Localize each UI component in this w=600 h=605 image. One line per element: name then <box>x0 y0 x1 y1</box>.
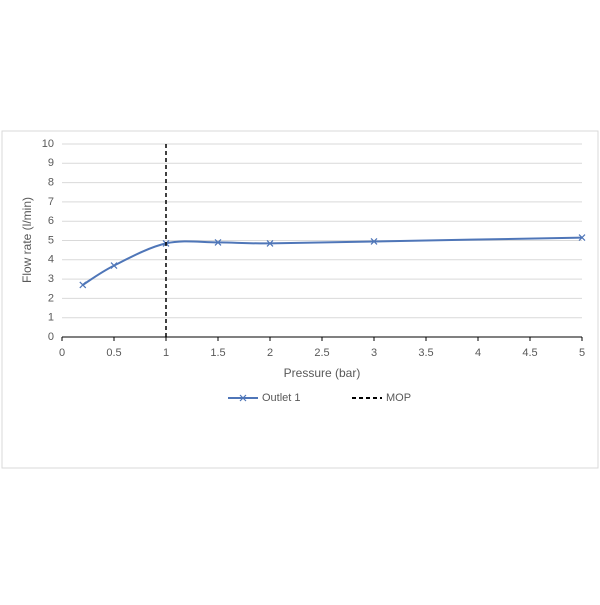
marker <box>79 281 87 289</box>
x-tick-label: 3.5 <box>418 347 433 359</box>
y-tick-label: 1 <box>48 312 54 324</box>
y-tick-label: 8 <box>48 177 54 189</box>
x-tick-label: 4 <box>475 347 481 359</box>
y-tick-label: 0 <box>48 331 54 343</box>
y-tick-label: 2 <box>48 292 54 304</box>
legend-marker <box>239 394 247 402</box>
y-tick-label: 6 <box>48 215 54 227</box>
y-tick-label: 4 <box>48 254 54 266</box>
y-tick-label: 7 <box>48 196 54 208</box>
marker <box>266 239 274 247</box>
x-tick-label: 5 <box>579 347 585 359</box>
y-tick-label: 10 <box>42 138 54 150</box>
x-tick-label: 0 <box>59 347 65 359</box>
x-tick-label: 0.5 <box>106 347 121 359</box>
legend-label: MOP <box>386 392 411 404</box>
x-tick-label: 2.5 <box>314 347 329 359</box>
x-tick-label: 1.5 <box>210 347 225 359</box>
y-tick-label: 5 <box>48 234 54 246</box>
x-tick-label: 1 <box>163 347 169 359</box>
y-axis-title: Flow rate (l/min) <box>20 197 34 283</box>
marker <box>370 238 378 245</box>
x-tick-label: 2 <box>267 347 273 359</box>
chart-frame <box>1 130 599 469</box>
x-axis-title: Pressure (bar) <box>284 366 361 380</box>
y-tick-label: 9 <box>48 157 54 169</box>
legend-label: Outlet 1 <box>262 392 301 404</box>
marker <box>110 262 118 270</box>
x-tick-label: 3 <box>371 347 377 359</box>
marker <box>578 234 586 242</box>
series-line <box>82 236 583 286</box>
y-tick-label: 3 <box>48 273 54 285</box>
x-tick-label: 4.5 <box>522 347 537 359</box>
marker <box>214 239 222 246</box>
